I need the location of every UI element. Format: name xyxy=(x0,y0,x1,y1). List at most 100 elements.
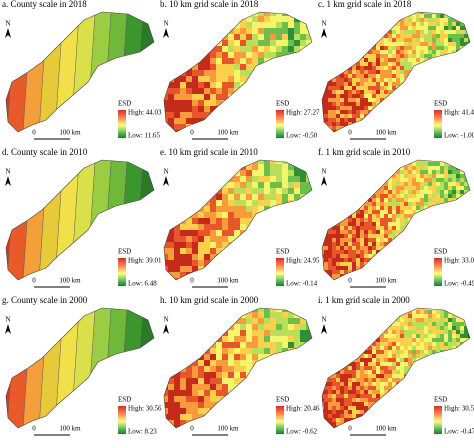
grid-cell xyxy=(336,206,340,210)
grid-cell xyxy=(328,166,332,170)
grid-cell xyxy=(216,260,222,266)
grid-cell xyxy=(344,94,348,98)
grid-cell xyxy=(396,42,400,46)
grid-cell xyxy=(424,334,428,338)
grid-cell xyxy=(400,330,404,334)
grid-cell xyxy=(168,390,174,396)
grid-cell xyxy=(372,354,376,358)
grid-cell xyxy=(424,22,428,26)
grid-cell xyxy=(332,114,336,118)
map-fill xyxy=(162,158,318,284)
grid-cell xyxy=(372,186,376,190)
grid-cell xyxy=(336,306,340,310)
grid-cell xyxy=(294,372,300,378)
grid-cell xyxy=(288,10,294,16)
grid-cell xyxy=(204,70,210,76)
grid-cell xyxy=(328,162,332,166)
grid-cell xyxy=(246,254,252,260)
grid-cell xyxy=(216,414,222,420)
grid-cell xyxy=(356,362,360,366)
grid-cell xyxy=(364,166,368,170)
grid-cell xyxy=(344,358,348,362)
grid-cell xyxy=(240,218,246,224)
grid-cell xyxy=(452,382,456,386)
grid-cell xyxy=(468,22,472,26)
grid-cell xyxy=(468,178,472,182)
grid-cell xyxy=(436,374,440,378)
grid-cell xyxy=(388,14,392,18)
grid-cell xyxy=(216,194,222,200)
grid-cell xyxy=(180,188,186,194)
grid-cell xyxy=(388,194,392,198)
grid-cell xyxy=(400,350,404,354)
grid-cell xyxy=(332,218,336,222)
grid-cell xyxy=(186,224,192,230)
grid-cell xyxy=(216,70,222,76)
grid-cell xyxy=(416,234,420,238)
grid-cell xyxy=(276,88,282,94)
grid-cell xyxy=(428,130,432,134)
grid-cell xyxy=(408,318,412,322)
grid-cell xyxy=(186,76,192,82)
grid-cell xyxy=(332,50,336,54)
grid-cell xyxy=(368,358,372,362)
grid-cell xyxy=(392,190,396,194)
grid-cell xyxy=(432,190,436,194)
grid-cell xyxy=(336,246,340,250)
grid-cell xyxy=(174,330,180,336)
grid-cell xyxy=(348,166,352,170)
grid-cell xyxy=(240,70,246,76)
grid-cell xyxy=(228,414,234,420)
grid-cell xyxy=(332,82,336,86)
grid-cell xyxy=(388,82,392,86)
grid-cell xyxy=(240,64,246,70)
grid-cell xyxy=(360,390,364,394)
grid-cell xyxy=(368,158,372,162)
grid-cell xyxy=(452,358,456,362)
grid-cell xyxy=(448,222,452,226)
grid-cell xyxy=(360,14,364,18)
grid-cell xyxy=(282,182,288,188)
grid-cell xyxy=(352,86,356,90)
grid-cell xyxy=(384,362,388,366)
grid-cell xyxy=(234,378,240,384)
grid-cell xyxy=(180,88,186,94)
grid-cell xyxy=(412,230,416,234)
grid-cell xyxy=(324,58,328,62)
grid-cell xyxy=(246,200,252,206)
grid-cell xyxy=(436,198,440,202)
grid-cell xyxy=(444,158,448,162)
grid-cell xyxy=(452,38,456,42)
grid-cell xyxy=(300,348,306,354)
grid-cell xyxy=(300,164,306,170)
grid-cell xyxy=(352,54,356,58)
grid-cell xyxy=(408,226,412,230)
grid-cell xyxy=(320,226,324,230)
grid-cell xyxy=(456,322,460,326)
grid-cell xyxy=(440,370,444,374)
grid-cell xyxy=(186,176,192,182)
grid-cell xyxy=(348,266,352,270)
grid-cell xyxy=(456,218,460,222)
grid-cell xyxy=(396,158,400,162)
grid-cell xyxy=(198,100,204,106)
grid-cell xyxy=(288,194,294,200)
grid-cell xyxy=(404,42,408,46)
grid-cell xyxy=(360,22,364,26)
grid-cell xyxy=(360,94,364,98)
grid-cell xyxy=(324,194,328,198)
grid-cell xyxy=(432,166,436,170)
grid-cell xyxy=(452,226,456,230)
grid-cell xyxy=(360,194,364,198)
grid-cell xyxy=(234,396,240,402)
grid-cell xyxy=(368,90,372,94)
grid-cell xyxy=(444,90,448,94)
grid-cell xyxy=(452,270,456,274)
grid-cell xyxy=(380,38,384,42)
grid-cell xyxy=(360,270,364,274)
grid-cell xyxy=(344,202,348,206)
grid-cell xyxy=(468,350,472,354)
grid-cell xyxy=(420,238,424,242)
